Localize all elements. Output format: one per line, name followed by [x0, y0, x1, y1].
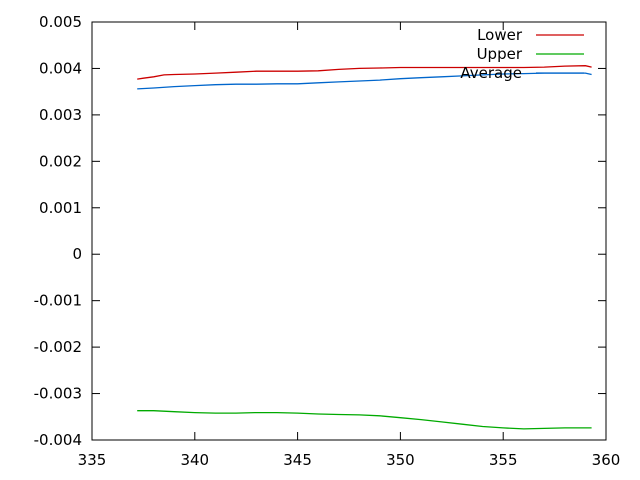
x-tick-label: 360	[592, 451, 621, 469]
x-tick-label: 335	[78, 451, 107, 469]
series-lines	[137, 65, 592, 430]
y-tick-label: -0.001	[34, 292, 82, 310]
axis-ticks	[91, 21, 607, 441]
series-line-upper	[137, 410, 592, 430]
y-tick-label: -0.003	[34, 385, 82, 403]
y-tick-label: 0.001	[39, 199, 82, 217]
legend-label-lower: Lower	[477, 26, 523, 44]
y-tick-label: -0.004	[34, 431, 82, 449]
tick-labels: 335 340 345 350 355 360 -0.004 -0.003 -0.002 -0.0…	[34, 13, 621, 469]
y-tick-label: 0.005	[39, 13, 82, 31]
x-tick-label: 355	[489, 451, 518, 469]
x-tick-label: 350	[386, 451, 415, 469]
y-tick-label: -0.002	[34, 338, 82, 356]
y-tick-label: 0.003	[39, 106, 82, 124]
legend-label-average: Average	[460, 64, 522, 82]
x-tick-label: 345	[283, 451, 312, 469]
legend-label-upper: Upper	[477, 45, 523, 63]
series-line-average	[137, 72, 592, 90]
y-tick-label: 0.004	[39, 59, 82, 77]
y-tick-label: 0.002	[39, 152, 82, 170]
plot-frame	[91, 21, 607, 441]
series-line-lower	[137, 65, 592, 80]
x-tick-label: 340	[180, 451, 209, 469]
y-tick-label: 0	[72, 245, 82, 263]
